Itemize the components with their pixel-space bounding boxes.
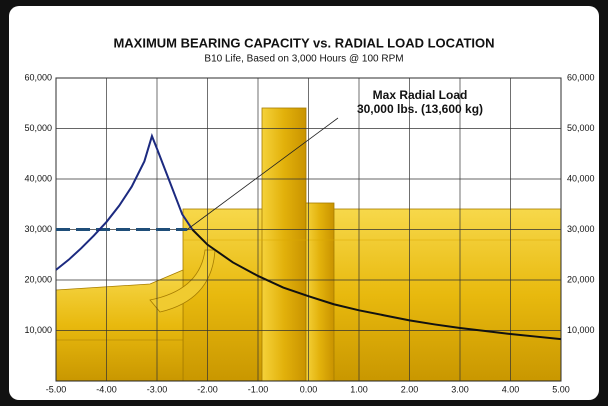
x-tick-label: -2.00 xyxy=(197,384,218,394)
x-tick-label: 5.00 xyxy=(552,384,570,394)
y2-tick-label: 60,000 xyxy=(567,72,595,82)
y2-tick-label: 20,000 xyxy=(567,274,595,284)
chart: MAXIMUM BEARING CAPACITY vs. RADIAL LOAD… xyxy=(0,0,608,406)
x-tick-label: -1.00 xyxy=(248,384,269,394)
y-tick-label: 10,000 xyxy=(24,325,52,335)
x-tick-label: 1.00 xyxy=(350,384,368,394)
y-tick-label: 40,000 xyxy=(24,173,52,183)
x-tick-label: 4.00 xyxy=(502,384,520,394)
x-tick-label: 2.00 xyxy=(401,384,419,394)
chart-subtitle: B10 Life, Based on 3,000 Hours @ 100 RPM xyxy=(204,54,403,65)
y2-tick-label: 50,000 xyxy=(567,123,595,133)
x-tick-label: 0.00 xyxy=(300,384,318,394)
annotation: 30,000 lbs. (13,600 kg) xyxy=(357,102,483,116)
page: MAXIMUM BEARING CAPACITY vs. RADIAL LOAD… xyxy=(0,0,608,406)
y-tick-label: 20,000 xyxy=(24,274,52,284)
y-tick-label: 60,000 xyxy=(24,72,52,82)
annotation: Max Radial Load xyxy=(373,88,468,102)
x-tick-label: -5.00 xyxy=(46,384,67,394)
chart-title: MAXIMUM BEARING CAPACITY vs. RADIAL LOAD… xyxy=(113,35,494,50)
y-tick-label: 50,000 xyxy=(24,123,52,133)
x-tick-label: 3.00 xyxy=(451,384,469,394)
x-tick-label: -3.00 xyxy=(147,384,168,394)
y-tick-label: 30,000 xyxy=(24,224,52,234)
y2-tick-label: 40,000 xyxy=(567,173,595,183)
y2-tick-label: 30,000 xyxy=(567,224,595,234)
x-tick-label: -4.00 xyxy=(96,384,117,394)
y2-tick-label: 10,000 xyxy=(567,325,595,335)
